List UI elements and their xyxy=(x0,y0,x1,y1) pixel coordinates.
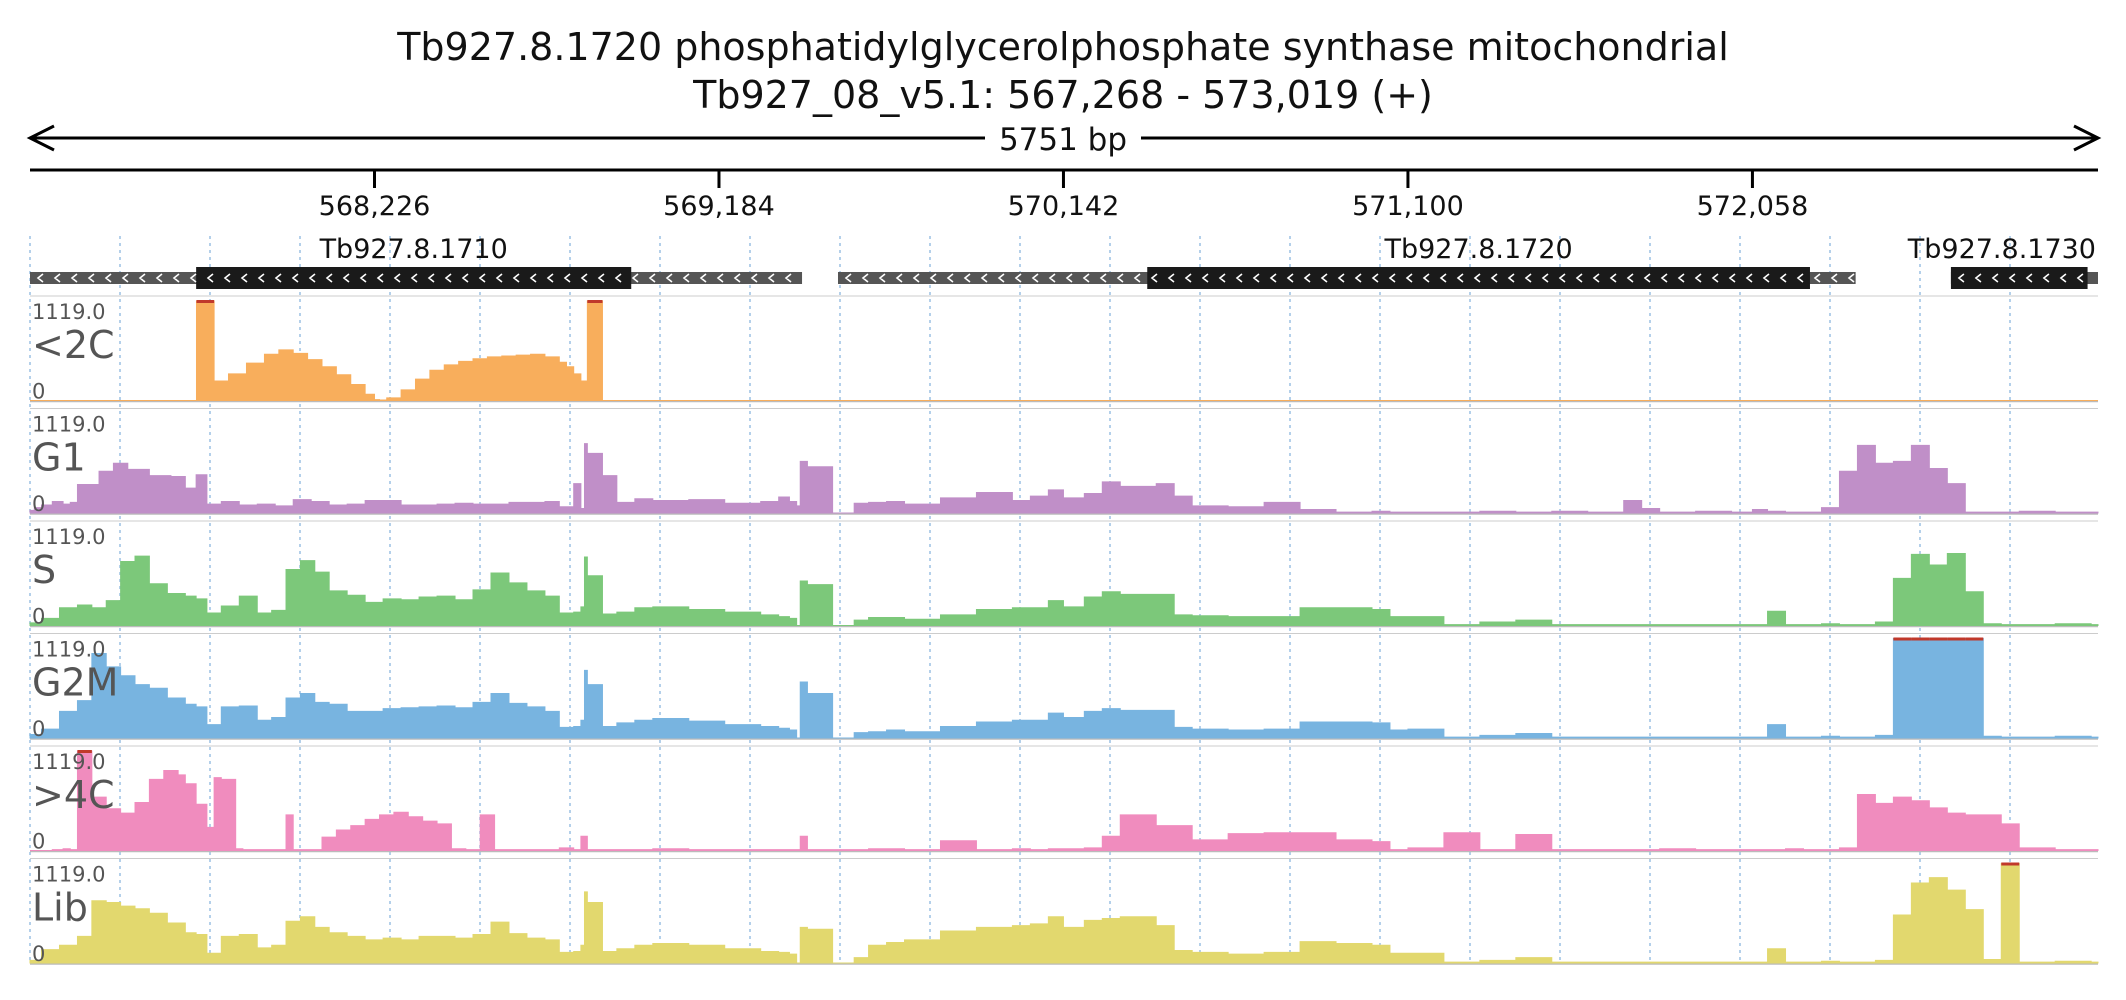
x-tick-label: 569,184 xyxy=(663,191,775,222)
span-arrow xyxy=(26,124,2102,152)
saturation-marker xyxy=(2001,862,2020,866)
track-ymin-label: 0 xyxy=(32,492,45,516)
chart-subtitle: Tb927_08_v5.1: 567,268 - 573,019 (+) xyxy=(692,73,1433,117)
coverage-area xyxy=(29,863,2099,964)
span-arrowhead-right xyxy=(2073,124,2102,152)
track-ymin-label: 0 xyxy=(32,942,45,966)
gene-track: Tb927.8.1710 Tb927.8.1720 Tb927.8.1730 xyxy=(30,234,2098,289)
track-label: G1 xyxy=(32,436,86,480)
track-ymin-label: 0 xyxy=(32,605,45,629)
x-tick-label: 572,058 xyxy=(1697,191,1809,222)
coverage-area xyxy=(30,300,2098,401)
track-ymax-label: 1119.0 xyxy=(32,638,105,662)
track-ymax-label: 1119.0 xyxy=(32,863,105,887)
span-arrowhead-left xyxy=(26,124,55,152)
strand-chevrons xyxy=(844,273,1855,283)
saturation-marker xyxy=(1947,637,1966,641)
coverage-area xyxy=(29,443,2099,514)
track-ymax-label: 1119.0 xyxy=(32,300,105,324)
coverage-track: 1119.0S 0 xyxy=(29,520,2099,629)
gene-cds xyxy=(196,267,632,289)
strand-chevrons xyxy=(36,273,792,283)
strand-chevrons xyxy=(1957,273,2084,283)
track-label: G2M xyxy=(32,661,118,705)
coverage-area xyxy=(29,552,2099,626)
saturation-marker xyxy=(1911,637,1930,641)
span-label: 5751 bp xyxy=(999,122,1127,158)
x-tick-label: 570,142 xyxy=(1008,191,1120,222)
saturation-marker xyxy=(77,750,92,753)
saturation-marker xyxy=(196,300,215,303)
gene-cds xyxy=(1950,267,2088,289)
track-ymin-label: 0 xyxy=(32,380,45,404)
track-ymin-label: 0 xyxy=(32,830,45,854)
coverage-area xyxy=(30,750,2099,851)
saturation-marker xyxy=(1893,637,1912,641)
gene-cds xyxy=(1147,267,1810,289)
track-label: Lib xyxy=(32,886,88,930)
saturation-marker xyxy=(587,300,603,303)
track-ymax-label: 1119.0 xyxy=(32,525,105,549)
track-label: <2C xyxy=(32,323,115,367)
track-ymin-label: 0 xyxy=(32,717,45,741)
gene-label: Tb927.8.1730 xyxy=(1907,234,2096,265)
chart-title: Tb927.8.1720 phosphatidylglycerolphospha… xyxy=(396,25,1729,69)
gene-label: Tb927.8.1720 xyxy=(1383,234,1572,265)
coverage-track: 1119.0<2C 0 xyxy=(30,295,2098,404)
saturation-marker xyxy=(1929,637,1948,641)
x-tick-label: 568,226 xyxy=(319,191,431,222)
track-label: >4C xyxy=(32,773,115,817)
gene-label: Tb927.8.1710 xyxy=(319,234,508,265)
saturation-marker xyxy=(1965,637,1984,641)
track-label: S xyxy=(32,548,56,592)
x-axis: 568,226 569,184 570,142 571,100 572,058 xyxy=(30,168,2098,222)
coverage-area xyxy=(29,638,2099,739)
coverage-track: 1119.0G1 0 xyxy=(29,408,2099,516)
track-ymax-label: 1119.0 xyxy=(32,413,105,437)
coverage-tracks: 1119.0<2C01119.0G101119.0S01119.0G2M0111… xyxy=(29,295,2099,966)
track-ymax-label: 1119.0 xyxy=(32,750,105,774)
x-tick-label: 571,100 xyxy=(1352,191,1464,222)
coverage-track: 1119.0>4C 0 xyxy=(30,745,2099,854)
